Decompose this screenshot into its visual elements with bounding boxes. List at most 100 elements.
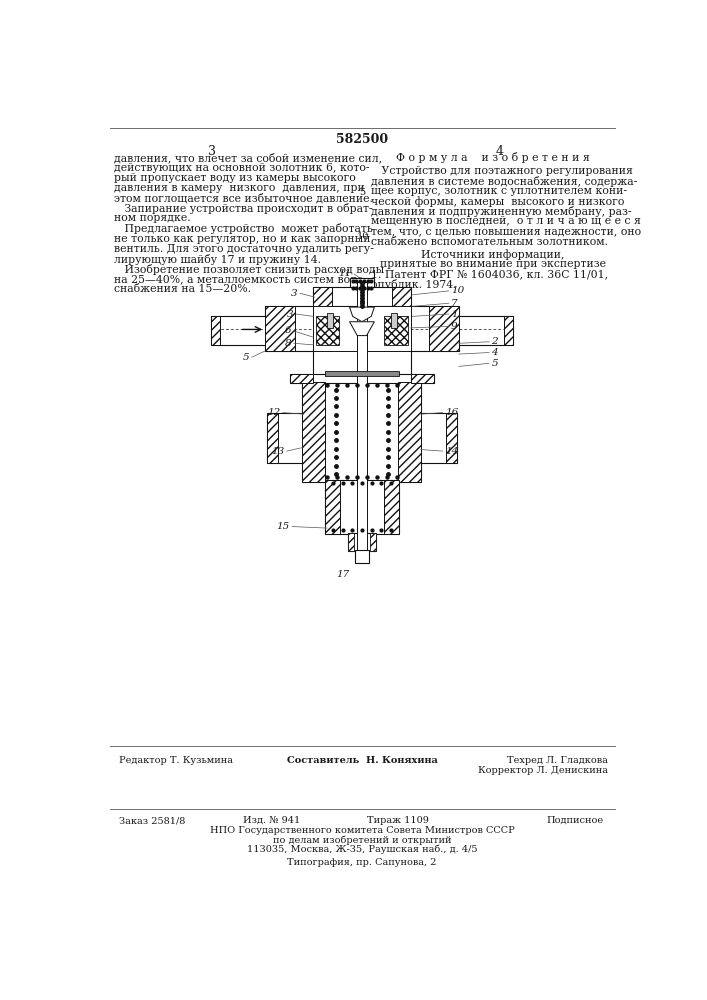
Text: 5: 5 xyxy=(360,188,366,197)
Bar xyxy=(211,316,220,345)
Text: Тираж 1109: Тираж 1109 xyxy=(368,816,429,825)
Text: щее корпус, золотник с уплотнителем кони-: щее корпус, золотник с уплотнителем кони… xyxy=(371,186,627,196)
Bar xyxy=(267,413,279,463)
Bar xyxy=(504,316,513,345)
Text: Редактор Т. Кузьмина: Редактор Т. Кузьмина xyxy=(119,756,233,765)
Text: 16: 16 xyxy=(445,408,458,417)
Bar xyxy=(384,480,399,534)
Bar xyxy=(290,374,313,383)
Text: 7: 7 xyxy=(451,299,457,308)
Text: снабжения на 15—20%.: снабжения на 15—20%. xyxy=(114,284,251,294)
Text: вентиль. Для этого достаточно удалить регу-: вентиль. Для этого достаточно удалить ре… xyxy=(114,244,374,254)
Text: давления в камеру  низкого  давления, при: давления в камеру низкого давления, при xyxy=(114,183,365,193)
Bar xyxy=(301,382,421,482)
Text: ном порядке.: ном порядке. xyxy=(114,213,191,223)
Bar xyxy=(392,312,397,328)
Text: 1: 1 xyxy=(451,310,457,319)
Text: давления в системе водоснабжения, содержа-: давления в системе водоснабжения, содерж… xyxy=(371,176,638,187)
Text: 5: 5 xyxy=(243,353,250,362)
Text: по делам изобретений и открытий: по делам изобретений и открытий xyxy=(273,835,451,845)
Text: давления и подпружиненную мембрану, раз-: давления и подпружиненную мембрану, раз- xyxy=(371,206,632,217)
Text: Техред Л. Гладкова: Техред Л. Гладкова xyxy=(507,756,607,765)
Bar xyxy=(397,382,421,482)
Text: тем, что, с целью повышения надежности, оно: тем, что, с целью повышения надежности, … xyxy=(371,227,641,237)
Text: 113035, Москва, Ж-35, Раушская наб., д. 4/5: 113035, Москва, Ж-35, Раушская наб., д. … xyxy=(247,845,477,854)
Bar xyxy=(265,306,459,351)
Text: 15: 15 xyxy=(276,522,290,531)
Text: 13: 13 xyxy=(271,447,284,456)
Bar xyxy=(301,382,325,482)
Text: 12: 12 xyxy=(267,408,281,417)
Text: опублик. 1974.: опублик. 1974. xyxy=(371,279,457,290)
Text: 3: 3 xyxy=(287,310,293,319)
Bar xyxy=(457,316,513,345)
Text: 5: 5 xyxy=(491,359,498,368)
Bar xyxy=(419,413,457,463)
Text: снабжено вспомогательным золотником.: снабжено вспомогательным золотником. xyxy=(371,237,608,247)
Bar xyxy=(445,413,457,463)
Bar xyxy=(429,306,459,351)
Text: 10: 10 xyxy=(356,232,369,241)
Bar xyxy=(313,306,411,351)
Text: ческой формы, камеры  высокого и низкого: ческой формы, камеры высокого и низкого xyxy=(371,196,624,207)
Bar xyxy=(316,316,339,345)
Polygon shape xyxy=(349,307,374,322)
Text: 11: 11 xyxy=(339,269,352,278)
Bar xyxy=(370,533,376,551)
Text: давления, что влечет за собой изменение сил,: давления, что влечет за собой изменение … xyxy=(114,152,382,163)
Text: Предлагаемое устройство  может работать: Предлагаемое устройство может работать xyxy=(114,223,373,234)
Text: НПО Государственного комитета Совета Министров СССР: НПО Государственного комитета Совета Мин… xyxy=(209,826,514,835)
Bar xyxy=(313,287,411,309)
Text: мещенную в последней,  о т л и ч а ю щ е е с я: мещенную в последней, о т л и ч а ю щ е … xyxy=(371,216,641,226)
Text: Ф о р м у л а    и з о б р е т е н и я: Ф о р м у л а и з о б р е т е н и я xyxy=(396,152,590,163)
Bar xyxy=(290,374,434,383)
Text: 2: 2 xyxy=(491,337,498,346)
Text: этом поглощается все избыточное давление.: этом поглощается все избыточное давление… xyxy=(114,193,373,204)
Bar xyxy=(211,316,267,345)
Text: 14: 14 xyxy=(445,447,458,456)
Text: 3: 3 xyxy=(291,289,298,298)
Text: Источники информации,: Источники информации, xyxy=(421,249,565,260)
Bar xyxy=(348,533,354,551)
Text: на 25—40%, а металлоемкость систем водо-: на 25—40%, а металлоемкость систем водо- xyxy=(114,274,367,284)
Text: 582500: 582500 xyxy=(336,133,388,146)
Text: 10: 10 xyxy=(451,286,464,295)
Bar xyxy=(325,480,340,534)
Bar xyxy=(327,312,332,328)
Text: Подписное: Подписное xyxy=(547,816,604,825)
Bar xyxy=(348,533,376,551)
Text: Заказ 2581/8: Заказ 2581/8 xyxy=(119,816,186,825)
Text: 9: 9 xyxy=(451,322,457,331)
Bar xyxy=(313,349,411,383)
Text: действующих на основной золотник 6, кото-: действующих на основной золотник 6, кото… xyxy=(114,163,370,173)
Text: 4: 4 xyxy=(495,145,503,158)
Text: не только как регулятор, но и как запорный: не только как регулятор, но и как запорн… xyxy=(114,234,370,244)
Bar xyxy=(325,480,399,534)
Polygon shape xyxy=(349,322,374,336)
Bar xyxy=(313,287,332,309)
Text: 4: 4 xyxy=(491,348,498,357)
Bar xyxy=(265,306,295,351)
Text: 6: 6 xyxy=(285,326,291,335)
Text: Устройство для поэтажного регулирования: Устройство для поэтажного регулирования xyxy=(371,166,633,176)
Text: лирующую шайбу 17 и пружину 14.: лирующую шайбу 17 и пружину 14. xyxy=(114,254,321,265)
Text: Изобретение позволяет снизить расход воды: Изобретение позволяет снизить расход вод… xyxy=(114,264,384,275)
Text: Составитель  Н. Коняхина: Составитель Н. Коняхина xyxy=(286,756,438,765)
Bar xyxy=(325,371,399,376)
Text: 1. Патент ФРГ № 1604036, кл. 36С 11/01,: 1. Патент ФРГ № 1604036, кл. 36С 11/01, xyxy=(371,269,609,279)
Bar xyxy=(392,287,411,309)
Text: принятые во внимание при экспертизе: принятые во внимание при экспертизе xyxy=(380,259,606,269)
Text: 17: 17 xyxy=(336,570,349,579)
Text: Запирание устройства происходит в обрат-: Запирание устройства происходит в обрат- xyxy=(114,203,373,214)
Text: рый пропускает воду из камеры высокого: рый пропускает воду из камеры высокого xyxy=(114,173,356,183)
Bar xyxy=(385,316,408,345)
Text: 3: 3 xyxy=(209,145,216,158)
Bar xyxy=(351,278,373,289)
Text: Типография, пр. Сапунова, 2: Типография, пр. Сапунова, 2 xyxy=(287,858,437,867)
Bar xyxy=(355,550,369,563)
Bar xyxy=(411,374,434,383)
Text: 8: 8 xyxy=(285,339,291,348)
Text: Изд. № 941: Изд. № 941 xyxy=(243,816,300,825)
Bar xyxy=(267,413,305,463)
Text: Корректор Л. Денискина: Корректор Л. Денискина xyxy=(478,766,607,775)
